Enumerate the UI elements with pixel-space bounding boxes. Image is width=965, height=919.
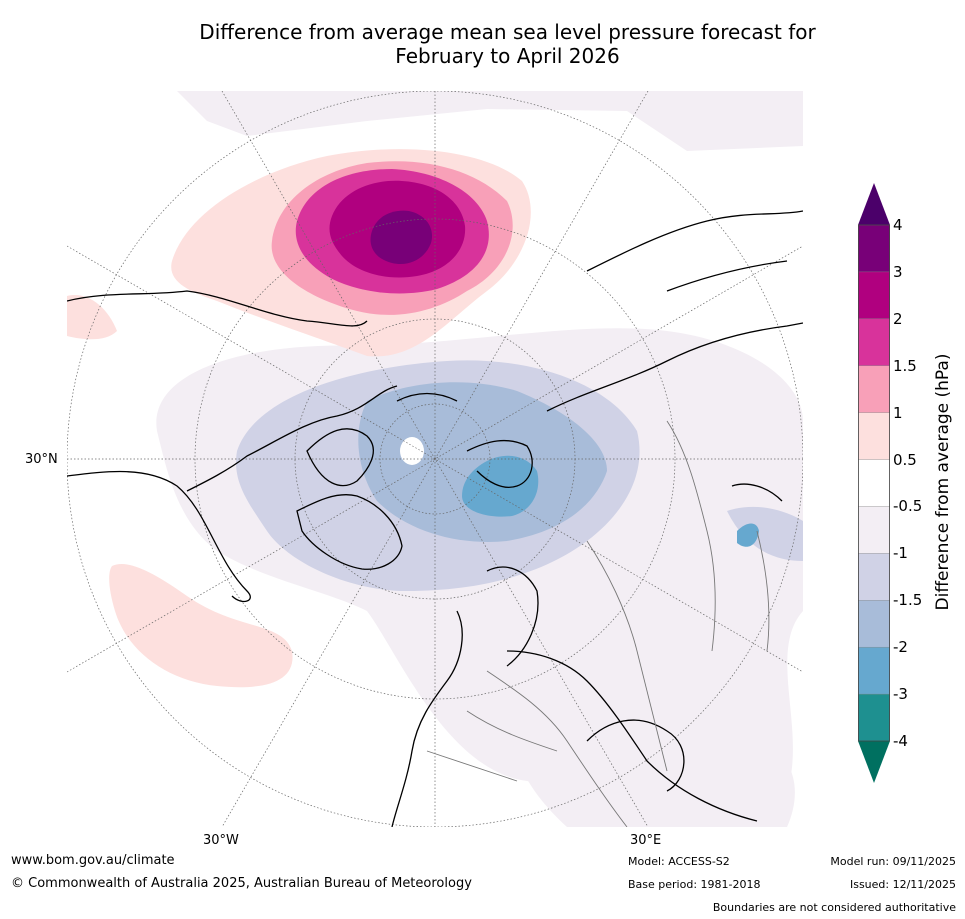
- colorbar-swatch: [858, 506, 890, 554]
- footer-copyright: © Commonwealth of Australia 2025, Austra…: [11, 876, 472, 891]
- colorbar-swatch: [858, 553, 890, 601]
- colorbar-swatch: [858, 365, 890, 414]
- colorbar-swatch: [858, 412, 890, 461]
- colorbar-bottom-arrow: [858, 741, 890, 783]
- colorbar-swatch: [858, 318, 890, 367]
- footer-issued: Issued: 12/11/2025: [849, 878, 956, 891]
- colorbar-tick-label: 3: [893, 262, 903, 281]
- colorbar-swatch: [858, 693, 890, 742]
- colorbar-swatch: [858, 600, 890, 648]
- colorbar-tick-label: -1: [893, 544, 908, 563]
- chart-title: Difference from average mean sea level p…: [150, 20, 865, 68]
- colorbar: [858, 183, 890, 783]
- anomaly-plus-pacific-south: [109, 564, 293, 688]
- pressure-anomaly-map: [67, 91, 803, 827]
- colorbar-swatch: [858, 459, 890, 507]
- anomaly-minus-1-5: [358, 382, 607, 542]
- colorbar-top-arrow: [858, 183, 890, 225]
- colorbar-title: Difference from average (hPa): [933, 353, 953, 611]
- colorbar-tick-label: -2: [893, 638, 908, 657]
- colorbar-tick-label: 4: [893, 216, 903, 234]
- coastlines: [67, 210, 803, 827]
- title-line-2: February to April 2026: [395, 44, 620, 68]
- colorbar-tick-label: 2: [893, 309, 903, 328]
- colorbar-swatch: [858, 224, 890, 273]
- anomaly-plus-left-edge: [67, 295, 117, 340]
- footer-disclaimer: Boundaries are not considered authoritat…: [712, 901, 956, 914]
- label-30n: 30°N: [25, 452, 58, 467]
- colorbar-tick-label: 0.5: [893, 450, 917, 469]
- anomaly-weak-negative-south: [510, 688, 795, 827]
- colorbar-tick-label: -4: [893, 732, 908, 750]
- anomaly-faint-north: [177, 91, 803, 151]
- colorbar-tick-label: -1.5: [893, 591, 923, 610]
- colorbar-tick-label: 1.5: [893, 356, 917, 375]
- footer-model: Model: ACCESS-S2: [628, 855, 730, 868]
- colorbar-tick-label: -0.5: [893, 497, 923, 516]
- colorbar-tick-label: 1: [893, 403, 903, 422]
- title-line-1: Difference from average mean sea level p…: [199, 20, 816, 44]
- footer-model-run: Model run: 09/11/2025: [830, 855, 956, 868]
- political-borders: [426, 420, 770, 827]
- anomaly-plus-3: [370, 210, 433, 265]
- colorbar-swatch: [858, 646, 890, 695]
- anomaly-minus-2-east: [737, 523, 759, 547]
- label-30w: 30°W: [203, 833, 239, 848]
- footer-base-period: Base period: 1981-2018: [628, 878, 761, 891]
- colorbar-swatch: [858, 271, 890, 320]
- label-30e: 30°E: [630, 833, 662, 848]
- anomaly-central-hole: [400, 437, 424, 465]
- footer-url[interactable]: www.bom.gov.au/climate: [11, 853, 175, 868]
- anomaly-minus-1-east: [727, 506, 803, 561]
- colorbar-tick-label: -3: [893, 685, 908, 704]
